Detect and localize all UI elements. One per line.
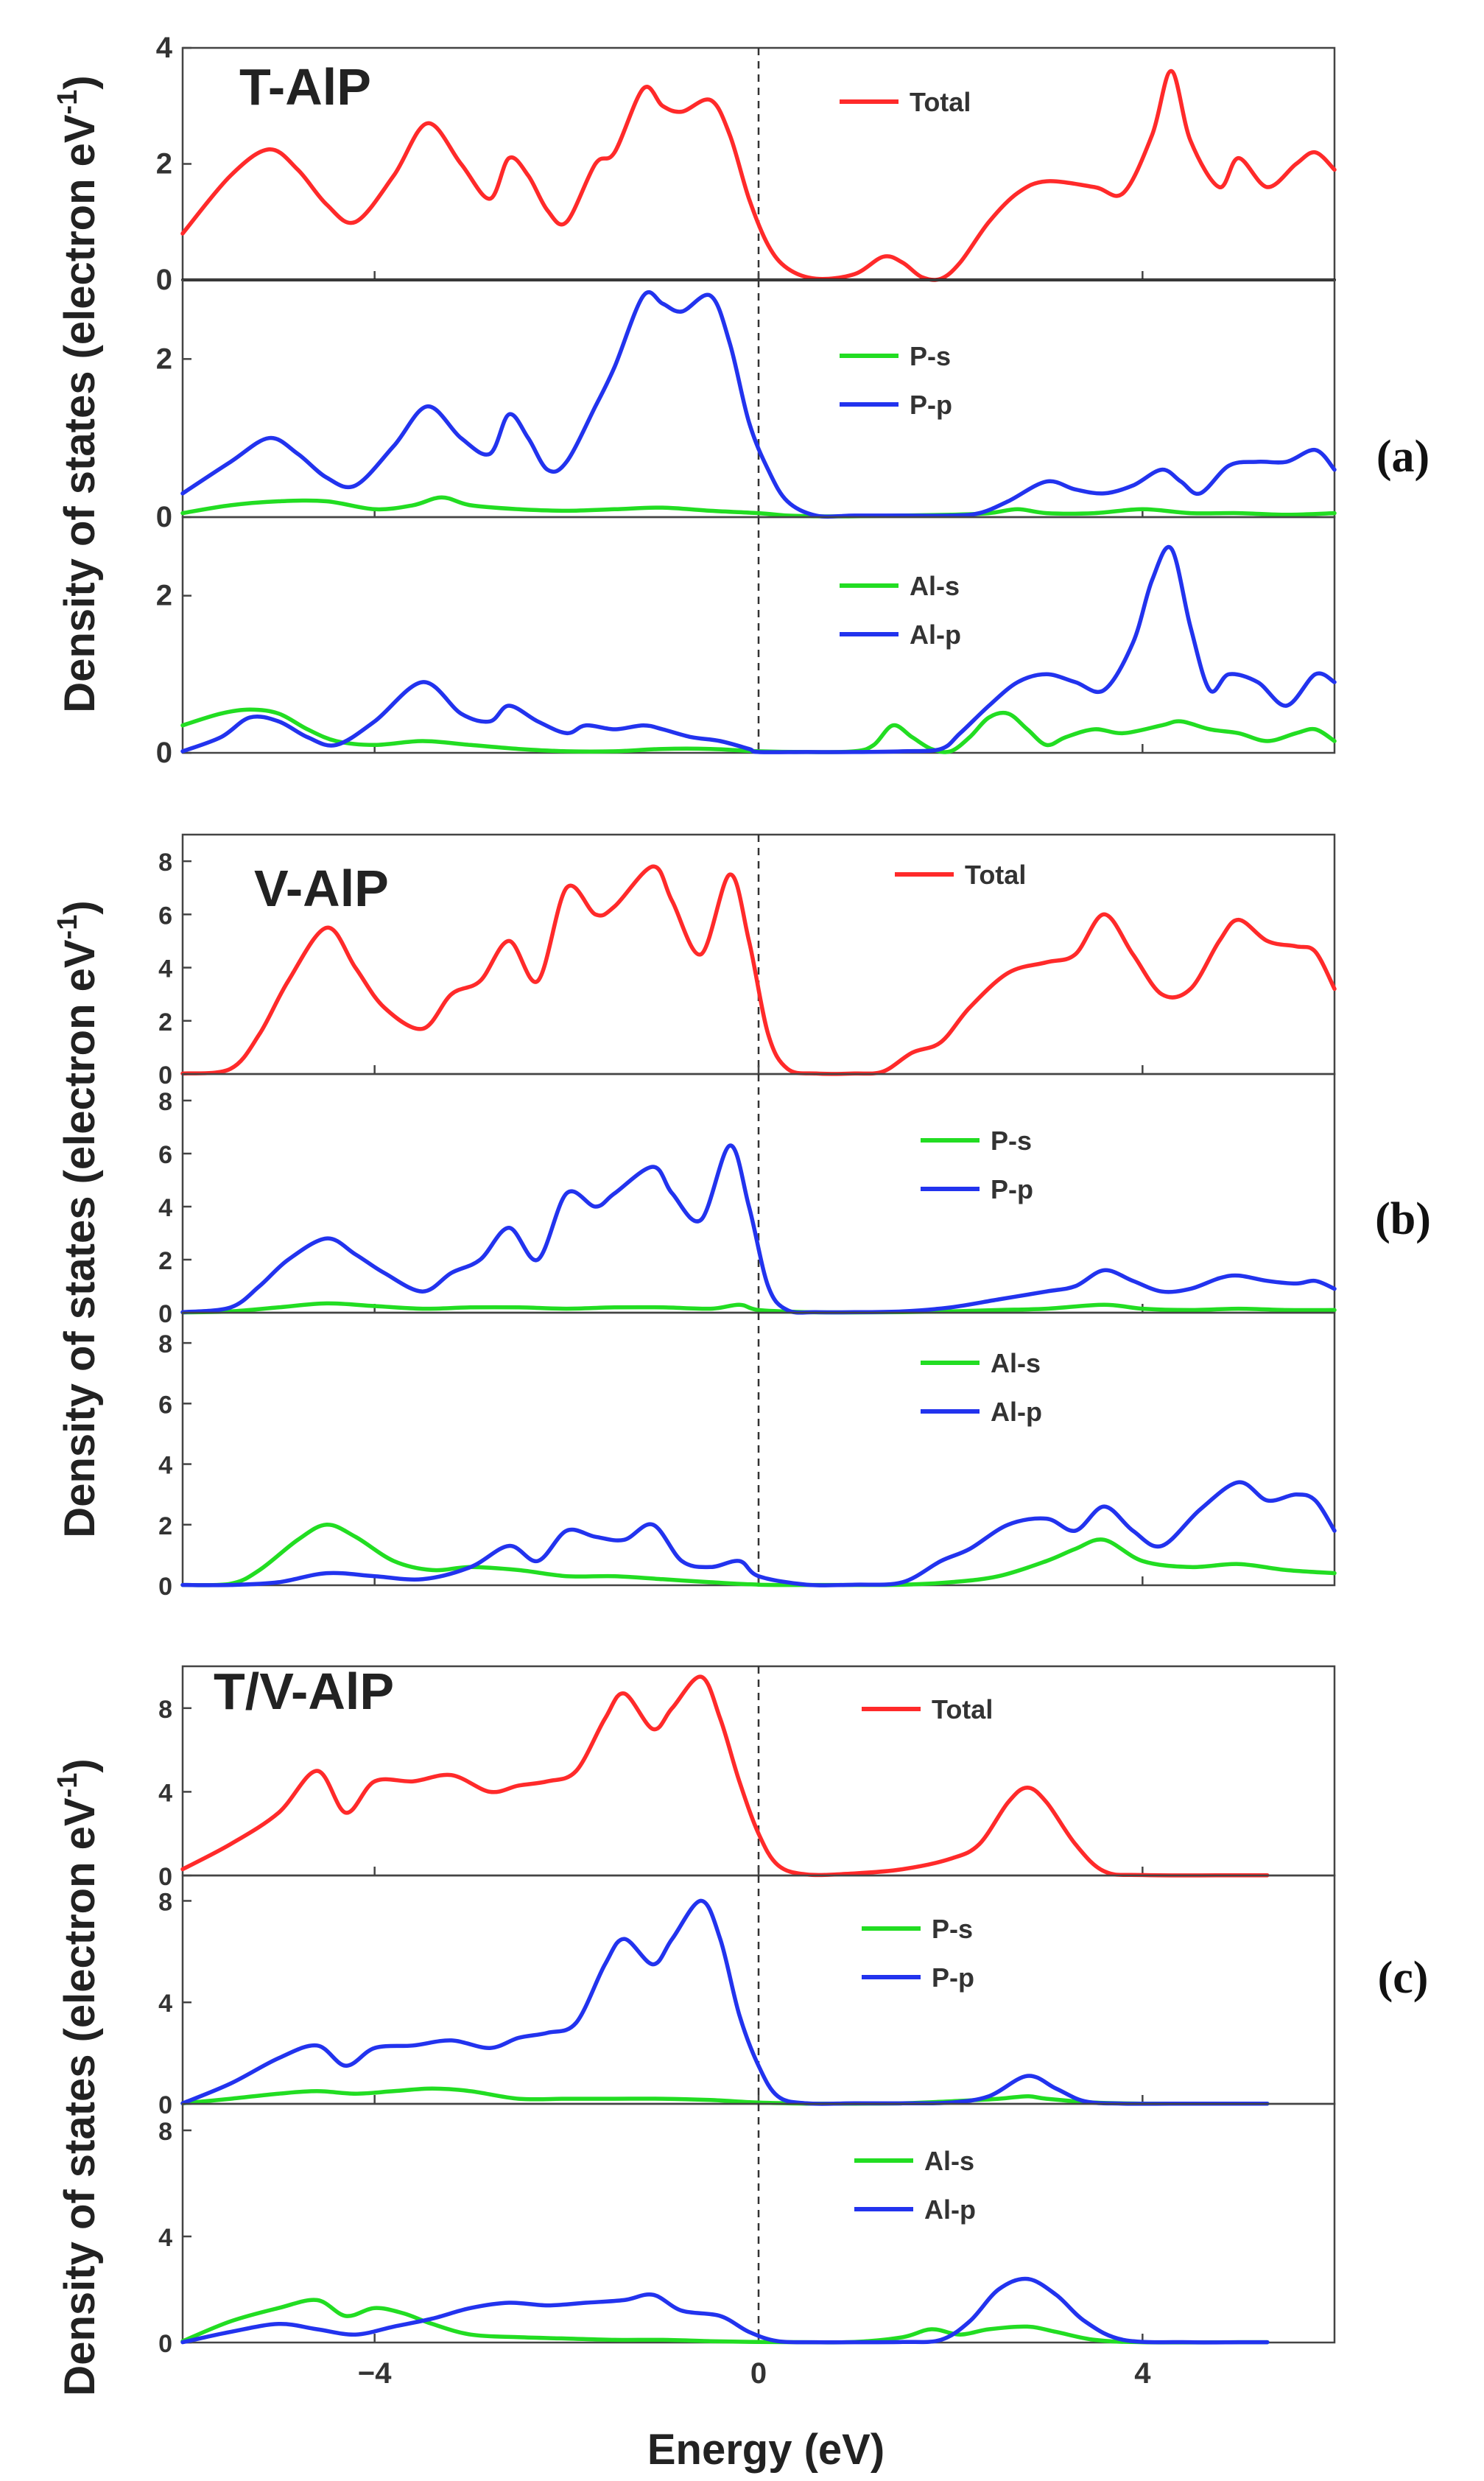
- y-axis-label-group-b: Density of states (electron eV-1): [52, 900, 104, 1537]
- y-axis-label-c-sup: -1: [52, 1773, 83, 1798]
- series-line-p-s: [180, 1301, 1337, 1315]
- y-tick-label: 0: [158, 1300, 172, 1328]
- y-tick-label: 0: [158, 1863, 172, 1891]
- y-tick-label: 2: [158, 1247, 172, 1275]
- y-axis-label-a-close: ): [56, 75, 104, 89]
- legend-label: P-p: [932, 1962, 974, 1993]
- y-tick-label: 2: [156, 343, 172, 375]
- subplot-a-2: 0 2 P-s P-p: [156, 278, 1337, 533]
- y-tick-label: 4: [156, 32, 173, 64]
- panel-group-a: 0 2 4 Total 0 2 P-s P-p 0 2 Al-s Al-p T-AlP (a): [156, 32, 1430, 769]
- legend-label: P-s: [910, 341, 951, 371]
- y-tick-label: 0: [158, 2091, 172, 2119]
- legend-label: P-p: [991, 1174, 1033, 1204]
- subplot-b-2: 0 2 4 6 8 P-s P-p: [158, 1073, 1337, 1328]
- y-tick-label: 4: [158, 955, 172, 983]
- y-tick-label: 0: [156, 501, 172, 533]
- y-tick-label: 4: [158, 1194, 172, 1222]
- series-line-al-s: [180, 2298, 1270, 2345]
- legend-label: Total: [932, 1694, 993, 1724]
- subplot-b-3: 0 2 4 6 8 Al-s Al-p: [158, 1311, 1337, 1601]
- series-line-al-p: [180, 1480, 1337, 1587]
- series-line-p-s: [180, 495, 1337, 519]
- y-tick-label: 2: [158, 1008, 172, 1036]
- svg-text:Density of states (electron eV: Density of states (electron eV-1): [52, 900, 104, 1537]
- panel-title-b: V-AlP: [254, 860, 389, 917]
- y-axis-label-group-c: Density of states (electron eV-1): [52, 1758, 104, 2396]
- svg-text:Density of states (electron eV: Density of states (electron eV-1): [52, 75, 104, 712]
- y-tick-label: 0: [158, 2330, 172, 2358]
- x-axis-label: Energy (eV): [647, 2426, 885, 2474]
- y-tick-label: 8: [158, 1330, 172, 1358]
- panel-title-c: T/V-AlP: [214, 1663, 394, 1720]
- series-line-p-p: [180, 290, 1337, 519]
- y-tick-label: 4: [158, 1452, 172, 1480]
- subplot-c-2: 0 4 8 P-s P-p: [158, 1874, 1336, 2119]
- legend-label: Total: [910, 87, 971, 117]
- series-line-total: [180, 1674, 1270, 1878]
- series-line-al-s: [180, 1523, 1337, 1587]
- y-axis-label-b-sup: -1: [52, 915, 83, 940]
- legend-label: Total: [965, 860, 1026, 890]
- y-tick-label: 6: [158, 1391, 172, 1419]
- legend-label: Al-s: [910, 571, 960, 601]
- y-axis-label-b: Density of states (electron eV: [56, 939, 104, 1538]
- subplot-c-1: 0 4 8 Total: [158, 1665, 1336, 1891]
- series-line-al-p: [180, 544, 1337, 754]
- y-axis-label-b-close: ): [56, 900, 104, 914]
- subplot-a-3: 0 2 Al-s Al-p: [156, 516, 1337, 769]
- panel-label-a: (a): [1376, 432, 1430, 482]
- legend-label: Al-p: [910, 620, 961, 650]
- series-line-p-p: [180, 1898, 1270, 2106]
- plot-area: 0 2 4 Total 0 2 P-s P-p 0 2 Al-s Al-p T-AlP (a) 0 2 4 6 8 T…: [156, 32, 1431, 2390]
- legend-label: P-p: [910, 390, 952, 420]
- legend-label: P-s: [991, 1126, 1032, 1156]
- y-tick-label: 8: [158, 1088, 172, 1116]
- legend-label: Al-s: [991, 1348, 1041, 1378]
- legend-label: Al-s: [924, 2146, 974, 2176]
- y-tick-label: 0: [158, 1061, 172, 1089]
- y-tick-label: 4: [158, 1990, 172, 2018]
- subplot-c-3: 0 4 8 Al-s Al-p: [158, 2102, 1336, 2358]
- y-tick-label: 8: [158, 2118, 172, 2146]
- panel-group-c: 0 4 8 Total 0 4 8 P-s P-p 0 4 8 Al-s Al-p T/V-AlP (c): [158, 1663, 1428, 2358]
- x-tick-label: 4: [1134, 2357, 1151, 2390]
- y-axis-label-a: Density of states (electron eV: [56, 114, 104, 713]
- y-tick-label: 4: [158, 1779, 172, 1807]
- legend-label: P-s: [932, 1914, 973, 1944]
- y-tick-label: 2: [156, 580, 172, 612]
- y-axis-label-c-close: ): [56, 1758, 104, 1772]
- legend-label: Al-p: [924, 2194, 976, 2225]
- panel-label-c: (c): [1378, 1953, 1429, 2003]
- panel-label-b: (b): [1375, 1194, 1431, 1244]
- panel-title-a: T-AlP: [239, 58, 371, 116]
- y-tick-label: 2: [156, 148, 172, 180]
- series-line-al-p: [180, 2276, 1270, 2345]
- series-line-p-p: [180, 1143, 1337, 1315]
- series-line-p-s: [180, 2086, 1270, 2106]
- y-tick-label: 8: [158, 1696, 172, 1724]
- y-tick-label: 6: [158, 902, 172, 930]
- x-tick-label: −4: [358, 2357, 392, 2390]
- series-line-total: [180, 69, 1337, 282]
- y-tick-label: 6: [158, 1141, 172, 1169]
- y-tick-label: 0: [158, 1573, 172, 1601]
- y-tick-label: 0: [156, 737, 172, 769]
- x-tick-label: 0: [750, 2357, 767, 2390]
- svg-text:Density of states (electron eV: Density of states (electron eV-1): [52, 1758, 104, 2396]
- y-axis-label-c: Density of states (electron eV: [56, 1797, 104, 2396]
- legend-label: Al-p: [991, 1397, 1042, 1427]
- y-axis-label-group-a: Density of states (electron eV-1): [52, 75, 104, 712]
- panel-group-b: 0 2 4 6 8 Total 0 2 4 6 8 P-s P-p 0 2 4 6 8 Al-s Al-p V-AlP (…: [158, 833, 1431, 1601]
- series-line-al-s: [180, 707, 1337, 754]
- y-axis-label-a-sup: -1: [52, 90, 83, 115]
- y-tick-label: 8: [158, 849, 172, 877]
- y-tick-label: 4: [158, 2224, 172, 2252]
- y-tick-label: 0: [156, 264, 172, 296]
- y-tick-label: 8: [158, 1888, 172, 1916]
- y-tick-label: 2: [158, 1512, 172, 1540]
- series-line-total: [180, 864, 1337, 1076]
